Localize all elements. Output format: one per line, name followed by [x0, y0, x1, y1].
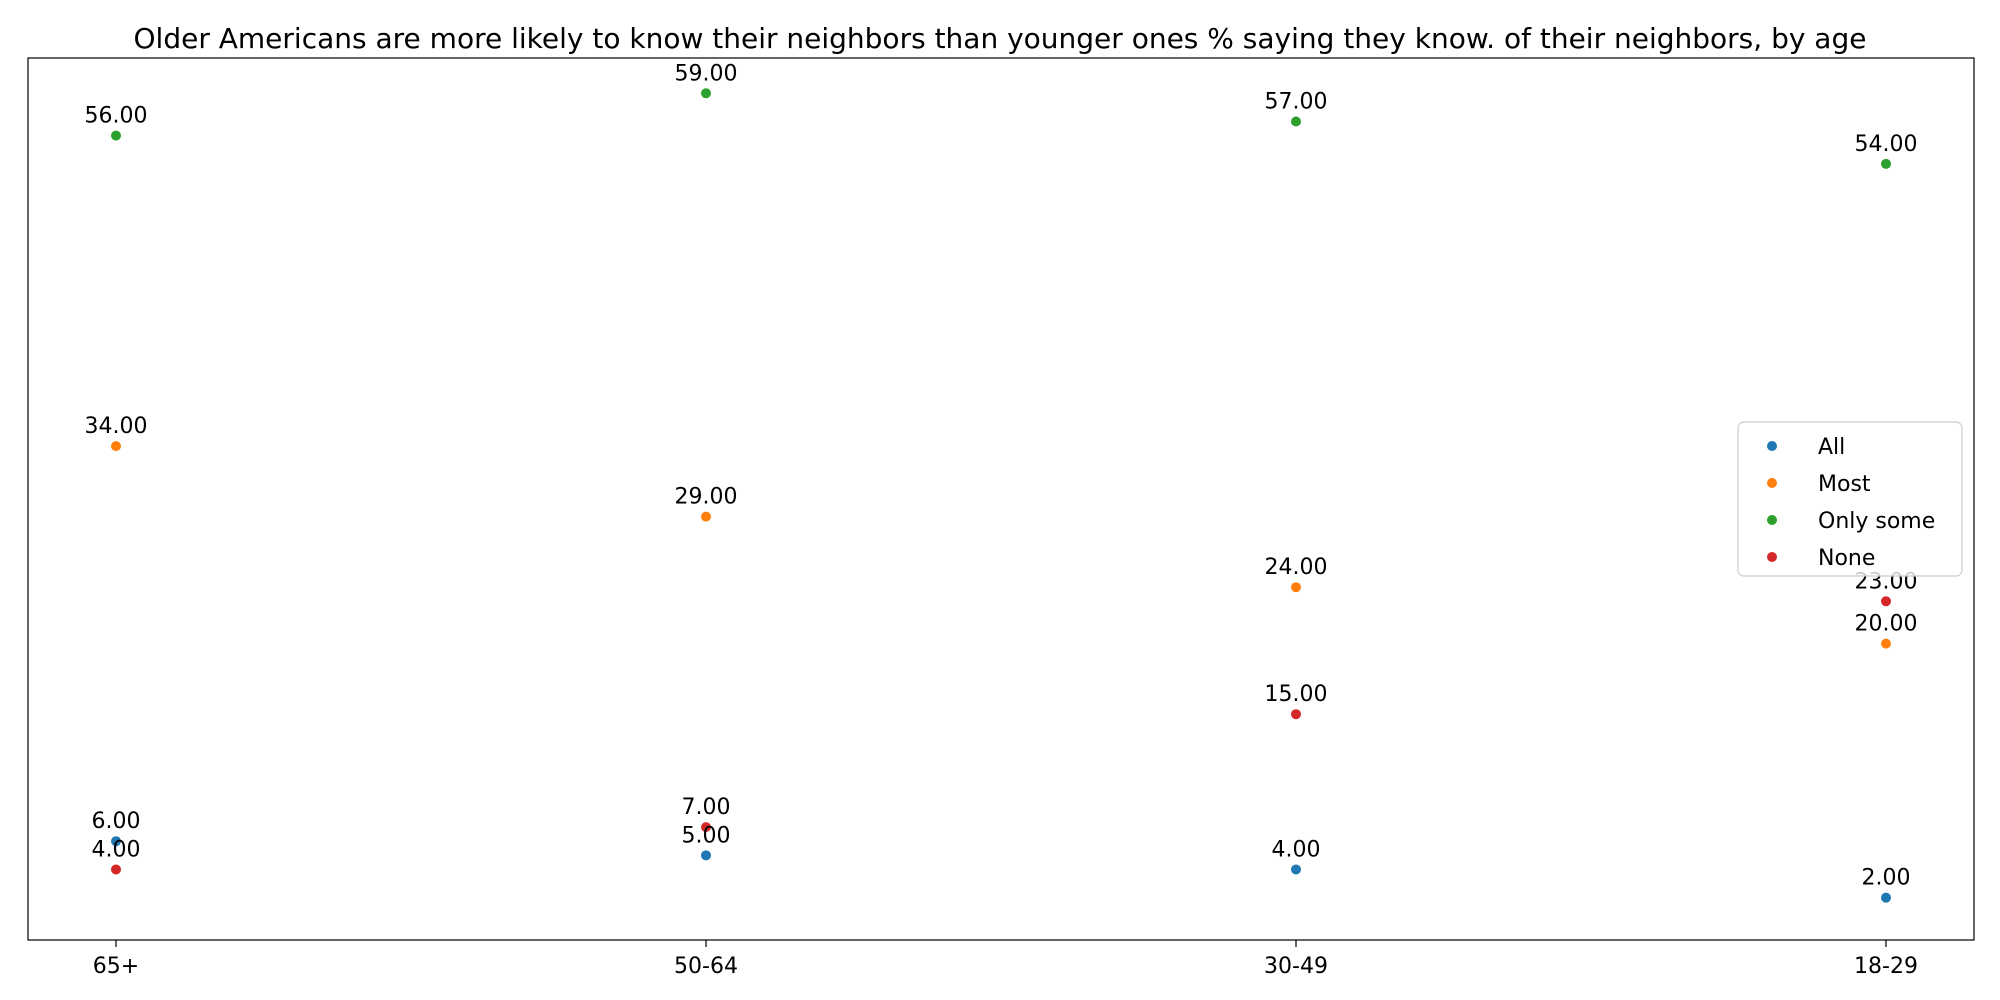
data-label: 20.00	[1855, 612, 1918, 637]
data-label: 59.00	[675, 61, 738, 86]
legend-label: All	[1818, 435, 1845, 460]
data-point	[1291, 709, 1301, 720]
data-point	[701, 850, 711, 861]
data-label: 29.00	[675, 485, 738, 510]
data-point	[1881, 892, 1891, 903]
data-labels: 6.00 5.00 4.00 2.00 34.00 29.00 24.00 20.00 56.0…	[85, 61, 1918, 890]
data-point	[701, 822, 711, 833]
x-tick-label: 65+	[93, 954, 139, 979]
legend-marker	[1767, 552, 1777, 562]
data-label: 5.00	[682, 823, 731, 848]
data-point	[111, 836, 121, 847]
data-label: 7.00	[682, 795, 731, 820]
data-point	[1881, 158, 1891, 169]
data-points	[111, 88, 1891, 903]
plot-area	[27, 57, 1975, 941]
chart-title: Older Americans are more likely to know …	[134, 22, 1867, 55]
data-point	[701, 88, 711, 99]
data-point	[1291, 582, 1301, 593]
legend-label: None	[1818, 546, 1875, 571]
legend-marker	[1767, 515, 1777, 525]
data-label: 2.00	[1862, 866, 1911, 891]
data-label: 57.00	[1265, 90, 1328, 115]
x-axis: 65+ 50-64 30-49 18-29	[93, 940, 1918, 979]
x-tick-label: 18-29	[1854, 954, 1918, 979]
data-point	[1881, 596, 1891, 607]
data-label: 4.00	[1272, 837, 1321, 862]
legend-label: Most	[1818, 472, 1871, 497]
legend: All Most Only some None	[1737, 421, 1963, 577]
data-point	[1881, 638, 1891, 649]
data-label: 15.00	[1265, 682, 1328, 707]
x-tick-label: 30-49	[1264, 954, 1328, 979]
data-label: 6.00	[92, 809, 141, 834]
legend-label: Only some	[1818, 509, 1935, 534]
data-label: 34.00	[85, 414, 148, 439]
data-point	[111, 864, 121, 875]
data-label: 54.00	[1855, 132, 1918, 157]
x-tick-label: 50-64	[674, 954, 738, 979]
data-point	[1291, 116, 1301, 127]
legend-marker	[1767, 441, 1777, 451]
data-point	[1291, 864, 1301, 875]
data-point	[701, 511, 711, 522]
legend-marker	[1767, 478, 1777, 488]
legend-frame	[1737, 421, 1963, 577]
data-label: 4.00	[92, 837, 141, 862]
data-label: 56.00	[85, 104, 148, 129]
data-label: 24.00	[1265, 555, 1328, 580]
data-point	[111, 441, 121, 452]
data-point	[111, 130, 121, 141]
